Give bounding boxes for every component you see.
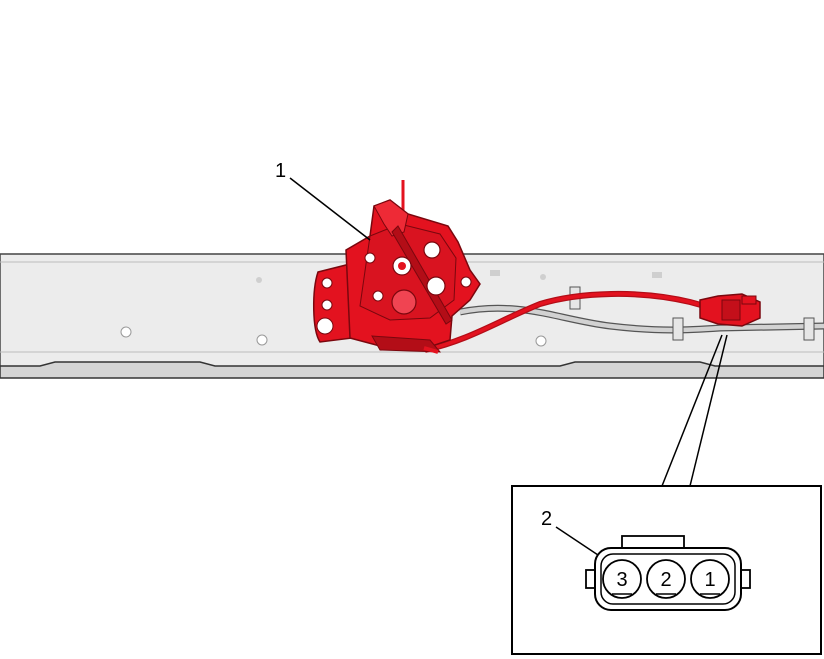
detail-leader-left [661, 334, 723, 487]
pin-1-cavity [690, 559, 730, 599]
pin-2-cavity [646, 559, 686, 599]
connector-detail: 2 3 2 1 [511, 334, 822, 655]
callout-label-connector: 2 [541, 508, 552, 530]
pin-label-3: 3 [616, 569, 627, 591]
latch-wire [424, 290, 713, 353]
pin-label-2: 2 [660, 569, 671, 591]
pin-3-cavity [602, 559, 642, 599]
callout-label-latch: 1 [275, 160, 286, 182]
callout-1: 1 [275, 160, 371, 241]
leader-line-latch [289, 177, 371, 241]
leader-line-connector [555, 526, 599, 556]
three-pin-connector-icon: 3 2 1 [585, 535, 751, 611]
pin-label-1: 1 [704, 569, 715, 591]
detail-leader-right [689, 334, 728, 487]
hood-latch-assembly [312, 180, 481, 354]
harness-connector [699, 293, 761, 327]
